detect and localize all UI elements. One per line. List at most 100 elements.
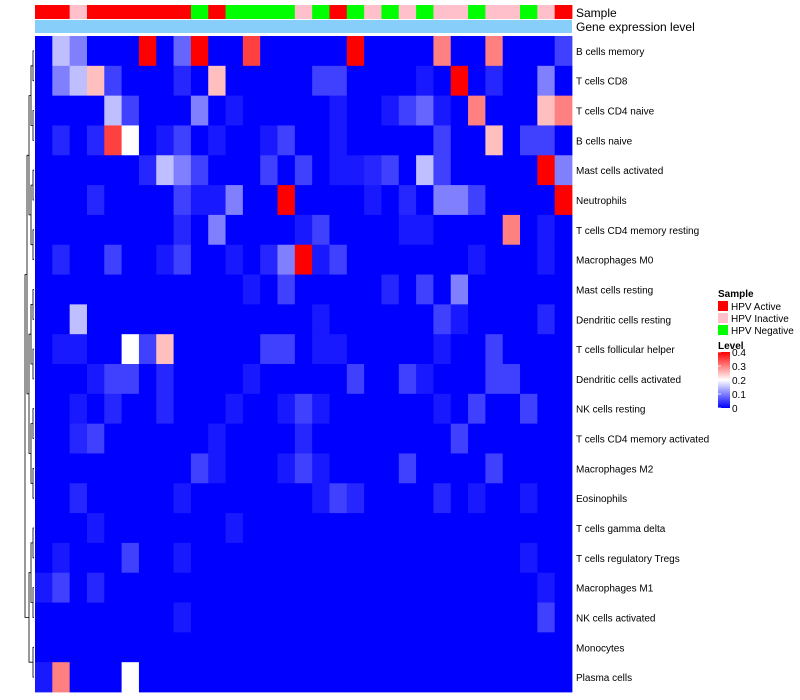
heatmap-cell [260,214,278,246]
heatmap-cell [346,453,365,484]
heatmap-cell [86,334,105,365]
heatmap-cell [121,155,140,186]
heatmap-cell [104,632,123,663]
heatmap-cell [450,572,469,603]
heatmap-cell [537,572,556,603]
heatmap-cell [398,453,417,484]
heatmap-cell [208,244,226,275]
heatmap-cell [52,364,71,395]
heatmap-cell [312,125,330,156]
heatmap-cell [260,95,278,126]
heatmap-cell [520,125,538,156]
heatmap-cell [329,542,348,574]
row-label: T cells CD8 [576,77,628,88]
heatmap-cell [35,602,53,633]
heatmap-cell [364,423,382,454]
sample-annotation-cell [52,5,71,19]
heatmap-cell [52,602,71,633]
heatmap-cell [242,393,261,425]
heatmap-cell [173,36,192,67]
heatmap-cell [277,483,296,514]
heatmap-cell [242,304,261,335]
heatmap-cell [225,453,244,484]
heatmap-cell [485,155,504,186]
heatmap-cell [554,513,573,544]
heatmap-cell [225,214,244,246]
heatmap-cell [190,513,209,544]
heatmap-cell [329,632,348,663]
heatmap-cell [138,662,157,693]
heatmap-cell [433,632,452,663]
row-label: Monocytes [576,643,624,654]
heatmap-cell [173,214,192,246]
heatmap-cell [294,244,313,275]
heatmap-cell [242,36,261,67]
heatmap-cell [277,572,296,603]
heatmap-cell [346,244,365,275]
heatmap-cell [485,244,504,275]
heatmap-cell [69,453,88,484]
heatmap-cell [554,95,573,126]
heatmap-cell [242,662,261,693]
heatmap-cell [104,542,123,574]
heatmap-cell [364,513,382,544]
heatmap-cell [52,423,71,454]
heatmap-cell [86,453,105,484]
heatmap-cell [138,572,157,603]
heatmap-cell [433,36,452,67]
heatmap-cell [502,364,521,395]
heatmap-cell [277,423,296,454]
row-label: T cells CD4 memory resting [576,226,699,237]
heatmap-cell [554,542,573,574]
heatmap-cell [329,36,348,67]
heatmap-cell [398,662,417,693]
heatmap-cell [52,513,71,544]
heatmap-cell [554,65,573,97]
heatmap-cell [433,453,452,484]
heatmap-cell [485,423,504,454]
heatmap-cell [433,244,452,275]
row-label: Neutrophils [576,196,627,207]
heatmap-cell [260,125,278,156]
heatmap-cell [398,155,417,186]
heatmap-cell [52,453,71,484]
heatmap-cell [35,334,53,365]
heatmap-cell [104,125,123,156]
heatmap-cell [104,65,123,97]
heatmap-cell [156,632,174,663]
heatmap-cell [138,125,157,156]
legend-tick-label: 0.1 [732,390,746,401]
heatmap-cell [173,274,192,305]
heatmap-cell [294,542,313,574]
heatmap-cell [450,304,469,335]
sample-annotation-cell [225,5,244,19]
heatmap-cell [86,423,105,454]
sample-annotation-cell [121,5,140,19]
heatmap-cell [537,662,556,693]
heatmap-cell [294,364,313,395]
heatmap-cell [364,632,382,663]
heatmap-cell [208,214,226,246]
dendrogram-branch [32,169,34,201]
heatmap-cell [52,572,71,603]
heatmap-cell [416,274,434,305]
heatmap-cell [35,214,53,246]
heatmap-cell [156,244,174,275]
heatmap-cell [346,423,365,454]
sample-annotation-cell [242,5,261,19]
heatmap-cell [156,572,174,603]
heatmap-cell [277,95,296,126]
heatmap-cell [329,513,348,544]
heatmap-cell [433,334,452,365]
heatmap-cell [364,185,382,216]
legend-swatch [718,313,728,323]
heatmap-cell [121,483,140,514]
heatmap-cell [364,453,382,484]
heatmap-cell [346,662,365,693]
heatmap-cell [450,95,469,126]
heatmap-cell [398,334,417,365]
heatmap-cell [121,542,140,574]
heatmap-cell [312,334,330,365]
sample-annotation-cell [433,5,452,19]
